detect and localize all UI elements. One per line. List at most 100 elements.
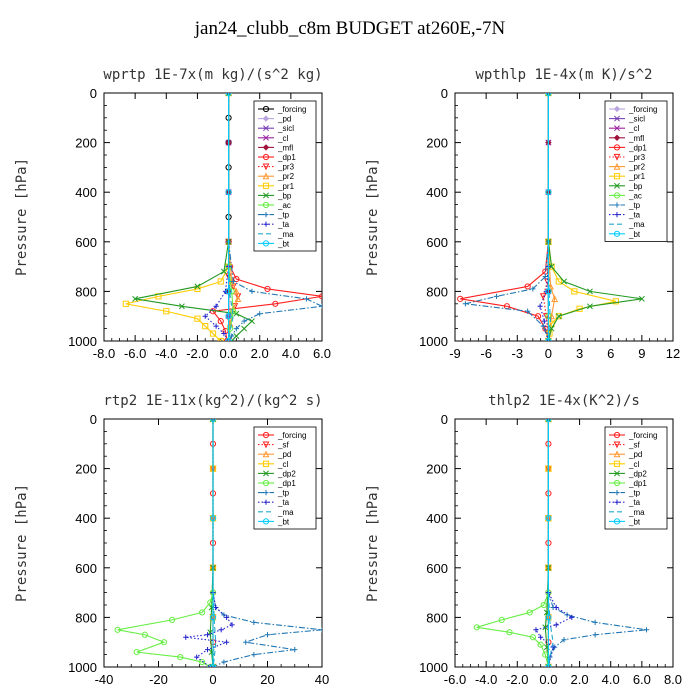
x-tick-label: 6.0 bbox=[633, 672, 651, 687]
x-tick-label: -8.0 bbox=[93, 346, 115, 361]
legend-marker-point bbox=[262, 172, 270, 180]
y-tick-label: 0 bbox=[90, 86, 97, 101]
x-tick-label: -6.0 bbox=[124, 346, 146, 361]
legend-marker-point bbox=[614, 470, 620, 477]
legend-item: _tp bbox=[609, 489, 641, 498]
series-line bbox=[125, 93, 230, 341]
legend-marker-point bbox=[613, 162, 621, 170]
series-point bbox=[227, 325, 234, 332]
series-point bbox=[524, 283, 531, 290]
panel-title: wpthlp 1E-4x(m K)/s^2 bbox=[475, 67, 652, 83]
legend-marker-point bbox=[262, 105, 270, 113]
series-point bbox=[217, 318, 224, 325]
series-point bbox=[248, 318, 255, 325]
series-point bbox=[183, 634, 189, 640]
series-point bbox=[225, 288, 232, 295]
series-point bbox=[229, 622, 235, 628]
series-point bbox=[550, 644, 556, 650]
legend-item: _pr3 bbox=[258, 163, 295, 172]
series-point bbox=[537, 641, 544, 648]
series-point bbox=[160, 639, 168, 646]
legend-label: _forcing bbox=[277, 431, 306, 440]
x-tick-label: -2.0 bbox=[506, 672, 528, 687]
y-tick-label: 1000 bbox=[68, 334, 97, 349]
legend-label: _pr3 bbox=[277, 163, 295, 172]
legend-item: _dp1 bbox=[609, 143, 647, 152]
series-point bbox=[561, 278, 567, 285]
x-tick-label: 20 bbox=[260, 672, 274, 687]
series-point bbox=[473, 624, 480, 631]
series-line bbox=[535, 419, 573, 667]
legend-item: _tp bbox=[258, 211, 290, 220]
legend-marker-point bbox=[613, 144, 621, 151]
legend-label: _dp2 bbox=[628, 469, 647, 478]
x-tick-label: 4.0 bbox=[602, 672, 620, 687]
y-tick-label: 600 bbox=[426, 561, 448, 576]
legend-marker-point bbox=[262, 479, 270, 487]
legend-label: _ma bbox=[628, 508, 645, 517]
series-point bbox=[457, 295, 464, 302]
legend-box bbox=[604, 100, 668, 242]
legend-label: _ac bbox=[628, 191, 642, 200]
series-point bbox=[264, 632, 271, 638]
legend-label: _tp bbox=[628, 489, 641, 498]
legend-marker-point bbox=[263, 470, 269, 477]
legend-label: _bp bbox=[628, 182, 643, 191]
series-point bbox=[202, 323, 209, 330]
legend-item: _bt bbox=[258, 517, 290, 526]
series-point bbox=[537, 303, 543, 309]
legend-label: _pd bbox=[277, 450, 291, 459]
legend-item: _bt bbox=[258, 239, 290, 248]
legend-item: _ma bbox=[258, 230, 294, 239]
legend-marker-point bbox=[614, 182, 620, 189]
legend-marker-point bbox=[262, 182, 270, 189]
series-line bbox=[185, 419, 233, 667]
legend-item: _cl bbox=[609, 124, 639, 133]
legend-marker-point bbox=[263, 490, 269, 496]
series-point bbox=[141, 631, 148, 638]
legend-item: _ta bbox=[609, 211, 641, 220]
legend-label: _pr1 bbox=[628, 172, 646, 181]
x-tick-label: -2.0 bbox=[186, 346, 208, 361]
series-point bbox=[217, 337, 224, 341]
legend-item: _sicl bbox=[609, 115, 645, 124]
series-point bbox=[207, 664, 213, 667]
legend-marker-point bbox=[614, 115, 620, 122]
series-point bbox=[224, 614, 230, 620]
legend-label: _pr1 bbox=[277, 182, 295, 191]
panel-2: wpthlp 1E-4x(m K)/s^2 Pressure [hPa] -9 -6 -… bbox=[365, 67, 680, 361]
series-point bbox=[169, 616, 176, 623]
y-axis-label: Pressure [hPa] bbox=[14, 484, 30, 602]
series-point bbox=[526, 609, 533, 616]
series-point bbox=[241, 318, 247, 324]
legend-marker-point bbox=[613, 479, 621, 487]
x-tick-label: -20 bbox=[149, 672, 168, 687]
series-point bbox=[318, 293, 322, 300]
y-axis-label: Pressure [hPa] bbox=[365, 484, 381, 602]
series-point bbox=[132, 295, 139, 302]
legend-item: _sf bbox=[258, 441, 289, 450]
legend-label: _cl bbox=[277, 134, 288, 143]
legend-label: _bt bbox=[628, 517, 641, 526]
y-tick-label: 400 bbox=[75, 185, 97, 200]
legend-label: _forcing bbox=[628, 105, 657, 114]
legend: _forcing_sf_pd_cl_dp2_dp1_tp_ta_ma_bt bbox=[253, 426, 317, 530]
y-tick-label: 600 bbox=[75, 561, 97, 576]
series-point bbox=[525, 308, 531, 314]
legend-item: _ac bbox=[258, 201, 291, 210]
series-point bbox=[209, 663, 217, 667]
series-bt bbox=[209, 419, 217, 667]
legend-marker-point bbox=[613, 173, 621, 180]
y-tick-label: 400 bbox=[75, 511, 97, 526]
x-tick-label: 2.0 bbox=[251, 346, 269, 361]
legend-marker-point bbox=[613, 192, 621, 199]
series-point bbox=[548, 312, 555, 320]
legend-item: _dp1 bbox=[609, 479, 647, 488]
panel-title: thlp2 1E-4x(K^2)/s bbox=[488, 393, 640, 409]
legend-marker-point bbox=[613, 431, 621, 439]
series-point bbox=[213, 323, 219, 329]
legend-label: _ac bbox=[277, 201, 291, 210]
legend-item: _pr2 bbox=[609, 163, 646, 172]
legend-label: _sf bbox=[628, 441, 640, 450]
legend-label: _ma bbox=[277, 508, 294, 517]
